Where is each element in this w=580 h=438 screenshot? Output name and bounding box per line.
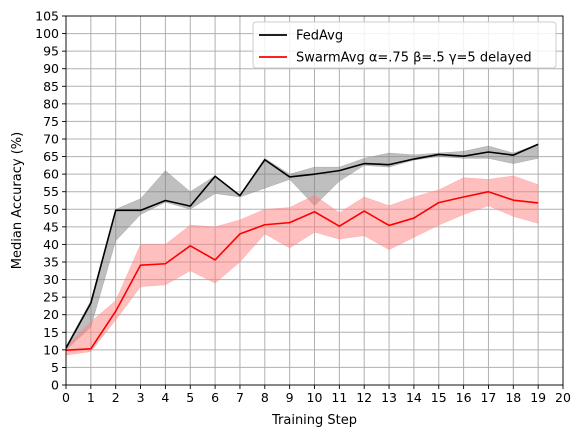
x-tick-label: 1 (87, 390, 95, 405)
legend-box (252, 21, 557, 69)
x-tick-label: 16 (456, 390, 472, 405)
x-tick-label: 0 (62, 390, 70, 405)
y-tick-label: 20 (43, 307, 59, 322)
y-tick-label: 100 (35, 26, 59, 41)
y-tick-label: 30 (43, 272, 59, 287)
legend-label-1: SwarmAvg α=.75 β=.5 γ=5 delayed (296, 51, 532, 66)
x-tick-label: 18 (505, 390, 521, 405)
x-tick-label: 20 (555, 390, 571, 405)
y-tick-label: 70 (43, 132, 59, 147)
x-tick-label: 4 (161, 390, 169, 405)
legend-label-0: FedAvg (296, 29, 343, 44)
series-line-1 (65, 190, 539, 352)
x-tick-label: 17 (480, 390, 496, 405)
x-tick-label: 3 (137, 390, 145, 405)
y-tick-label: 35 (43, 255, 59, 270)
y-tick-label: 75 (43, 114, 59, 129)
x-tick-label: 6 (211, 390, 219, 405)
y-tick-label: 85 (43, 79, 59, 94)
x-tick-label: 5 (186, 390, 194, 405)
y-tick-label: 5 (51, 360, 59, 375)
y-axis-title: Median Accuracy (%) (10, 132, 25, 269)
x-tick-label: 8 (261, 390, 269, 405)
x-tick-label: 11 (331, 390, 347, 405)
y-tick-label: 0 (51, 378, 59, 393)
y-tick-label: 10 (43, 342, 59, 357)
y-tick-label: 55 (43, 184, 59, 199)
legend: FedAvg SwarmAvg α=.75 β=.5 γ=5 delayed (252, 21, 557, 69)
series-band-1 (65, 175, 539, 356)
y-tick-label: 45 (43, 219, 59, 234)
y-tick-label: 80 (43, 96, 59, 111)
x-tick-label: 15 (431, 390, 447, 405)
x-tick-label: 12 (356, 390, 372, 405)
y-tick-label: 60 (43, 167, 59, 182)
y-tick-label: 40 (43, 237, 59, 252)
x-tick-label: 10 (307, 390, 323, 405)
y-tick-label: 65 (43, 149, 59, 164)
x-tick-label: 9 (286, 390, 294, 405)
x-tick-label: 19 (530, 390, 546, 405)
y-tick-label: 50 (43, 202, 59, 217)
y-tick-label: 95 (43, 44, 59, 59)
series-line-0 (65, 143, 539, 349)
x-tick-label: 14 (406, 390, 422, 405)
y-tick-label: 90 (43, 61, 59, 76)
x-axis-title: Training Step (271, 413, 357, 428)
x-tick-label: 7 (236, 390, 244, 405)
x-tick-label: 13 (381, 390, 397, 405)
y-tick-label: 25 (43, 290, 59, 305)
y-tick-label: 15 (43, 325, 59, 340)
y-tick-label: 105 (35, 9, 59, 24)
x-tick-label: 2 (112, 390, 120, 405)
